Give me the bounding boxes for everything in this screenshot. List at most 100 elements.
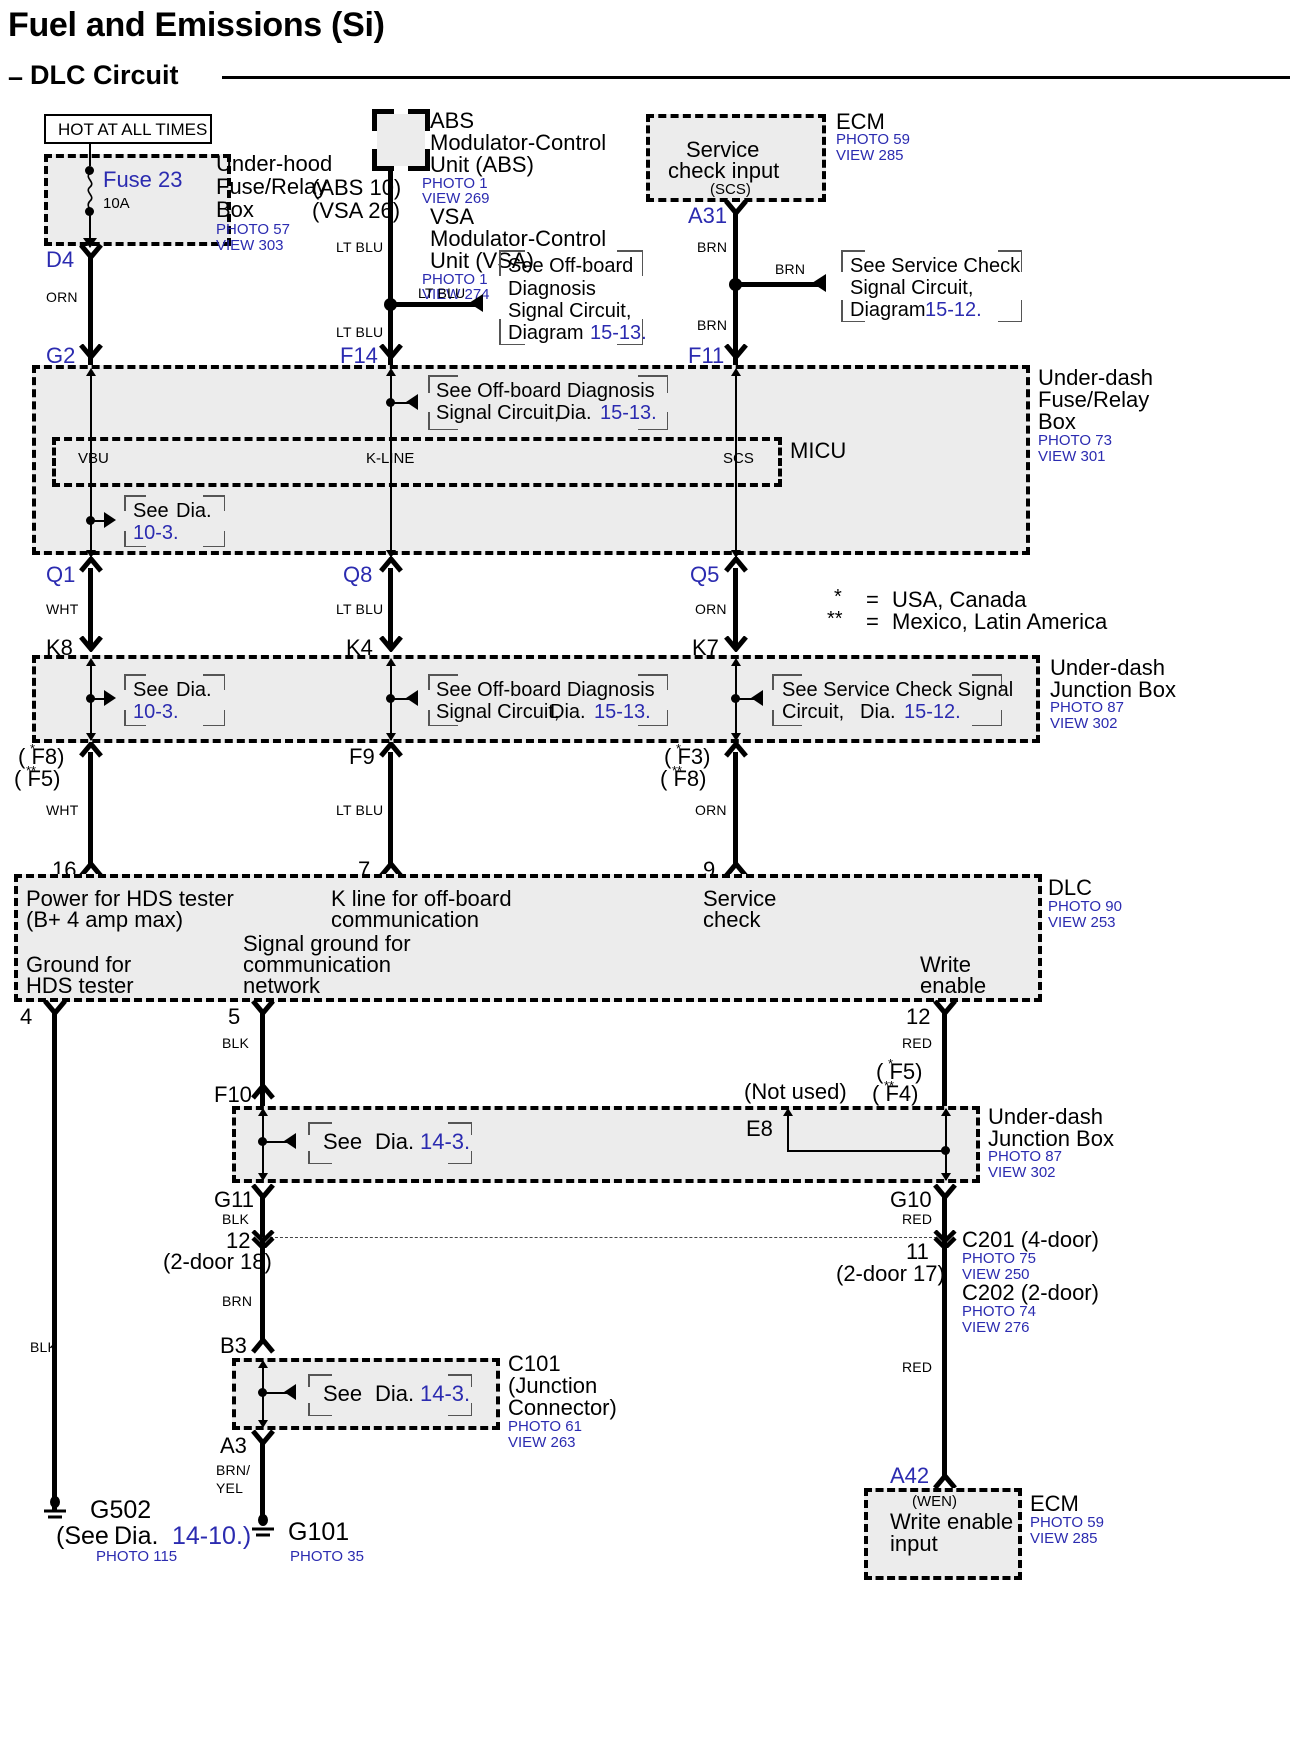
abs-view: VIEW 269 — [422, 190, 490, 207]
ref-dia14-3-c101-num: 14-3. — [420, 1381, 471, 1406]
connector-q1 — [78, 557, 104, 573]
jb2-e8-label: E8 — [746, 1116, 773, 1141]
terminal-g10: G10 — [890, 1187, 932, 1212]
c101-l2: (Junction — [508, 1373, 598, 1398]
vsa-pin-label: (VSA 26) — [312, 198, 401, 223]
jb2-arrow-dn-red — [941, 1173, 951, 1181]
c201-name: C201 (4-door) — [962, 1227, 1099, 1252]
frb-arrow-up-scs — [731, 368, 741, 376]
ref-dia14-3-jb-see: See — [323, 1129, 363, 1154]
ref-offboard-micu-diagram-num: 15-13. — [600, 402, 657, 424]
jb1-arrow-dn-orn — [731, 733, 741, 741]
ecm-wen-abbrev: (WEN) — [912, 1493, 957, 1510]
under-dash-fuse-relay-box — [32, 365, 1030, 555]
c101-junction-connector-box — [232, 1358, 500, 1430]
terminal-dlc-5: 5 — [228, 1004, 241, 1029]
terminal-f8-mex: ( F8) — [660, 766, 707, 791]
wire-color-ltblu-1: LT BLU — [336, 239, 384, 255]
dlc-pin9-desc-1: Service — [703, 886, 777, 911]
wire-f8-dlc16 — [88, 752, 93, 868]
ref-offboard-top-l2: Diagnosis — [508, 278, 596, 300]
jb1-splice-dot-orn — [731, 694, 740, 703]
vsa-label-2: Modulator-Control — [430, 226, 607, 251]
wire-color-wht-2: WHT — [46, 802, 79, 818]
frb-splice-dot-vbu — [86, 516, 95, 525]
wire-color-ltblu-2: LT BLU — [418, 285, 466, 301]
wire-color-ltblu-5: LT BLU — [336, 802, 384, 818]
c202-photo: PHOTO 74 — [962, 1303, 1036, 1320]
micu-box — [52, 437, 782, 487]
dlc-pin4-desc-1: Ground for — [26, 952, 132, 977]
connector-b3 — [250, 1338, 276, 1354]
vsa-photo: PHOTO 1 — [422, 271, 488, 288]
under-dash-jb1-photo: PHOTO 87 — [1050, 699, 1124, 716]
wire-d4-g2 — [88, 255, 93, 365]
ecm-service-check-box — [646, 114, 826, 202]
under-dash-jb2-photo: PHOTO 87 — [988, 1148, 1062, 1165]
wire-f9-dlc7 — [388, 752, 393, 868]
terminal-a3: A3 — [220, 1433, 247, 1458]
wire-color-red-1: RED — [902, 1035, 933, 1051]
under-dash-jb2-l2: Junction Box — [988, 1126, 1114, 1151]
terminal-f8-usa: ( F8) — [18, 744, 65, 769]
abs-pin-label: (ABS 10) — [312, 175, 402, 200]
terminal-f3-usa: ( F3) — [664, 744, 711, 769]
jb2-not-used: (Not used) — [744, 1079, 847, 1104]
ecm-bottom-name: ECM — [1030, 1491, 1079, 1516]
dlc-photo: PHOTO 90 — [1048, 898, 1122, 915]
under-hood-fuse-relay-box — [44, 154, 231, 246]
under-dash-jb2-l1: Under-dash — [988, 1104, 1103, 1129]
ref-dia14-3-jb-num: 14-3. — [420, 1129, 471, 1154]
ecm-service-check-l3: (SCS) — [710, 181, 751, 198]
terminal-q8: Q8 — [343, 562, 373, 587]
ground-g502-dia-c: 14-10.) — [172, 1522, 252, 1550]
under-dash-frb-view: VIEW 301 — [1038, 448, 1106, 465]
c101-photo: PHOTO 61 — [508, 1418, 582, 1435]
c101-l3: Connector) — [508, 1395, 617, 1420]
abs-label-3: Unit (ABS) — [430, 152, 534, 177]
frb-internal-wire-vbu — [90, 372, 92, 558]
jb1-arrow-up-wht — [86, 658, 96, 666]
ground-symbol-g502 — [44, 1496, 66, 1519]
frb-arrow-kline-ref — [406, 394, 418, 410]
ref-service-check-top-l3: Diagram — [850, 299, 926, 321]
ecm-write-enable-box — [864, 1488, 1022, 1580]
ref-offboard-top-diagram-num: 15-13. — [590, 322, 647, 344]
connector-dlc-16 — [78, 862, 104, 878]
jb2-splice-dot-blk — [258, 1137, 267, 1146]
terminal-b3: B3 — [220, 1333, 247, 1358]
frb-arrow-dn-scs — [731, 550, 741, 558]
c101-arrow-ref — [284, 1384, 296, 1400]
connector-f3-f8 — [723, 742, 749, 758]
ecm-service-check-l1: Service — [686, 137, 760, 162]
jb1-arrow-up-ltblu — [386, 658, 396, 666]
terminal-f4-mex-wen: ( F4) — [872, 1081, 919, 1106]
jb1-arrow-ltblu-ref — [406, 690, 418, 706]
under-dash-frb-photo: PHOTO 73 — [1038, 432, 1112, 449]
vsa-label-1: VSA — [430, 204, 475, 229]
ecm-bottom-photo: PHOTO 59 — [1030, 1514, 1104, 1531]
ref-offboard-micu-l2b: Dia. — [556, 402, 592, 424]
wire-color-brn-yel: BRN/ YEL — [216, 1462, 251, 1496]
ecm-bottom-view: VIEW 285 — [1030, 1530, 1098, 1547]
jb2-splice-dot-red — [941, 1146, 950, 1155]
ref-offboard-top-l3: Signal Circuit, — [508, 300, 632, 322]
jb1-arrow-dn-ltblu — [386, 733, 396, 741]
ref-dia10-3-micu-box — [124, 495, 225, 547]
terminal-q1: Q1 — [46, 562, 76, 587]
fuse-rating: 10A — [103, 195, 130, 212]
fuse-top-dot — [85, 166, 94, 175]
connector-c201-12 — [250, 1230, 276, 1248]
jb2-arrow-up-red — [941, 1108, 951, 1116]
dlc-box — [14, 874, 1042, 1002]
terminal-f4-mex-star: ** — [884, 1078, 895, 1093]
c202-view: VIEW 276 — [962, 1319, 1030, 1336]
splice-dot-brn — [729, 278, 742, 291]
ref-dia10-3-micu-dia: Dia. — [176, 500, 212, 522]
splice-dot-ltblu — [384, 298, 397, 311]
connector-k4 — [378, 636, 404, 652]
connector-f9 — [378, 742, 404, 758]
ref-offboard-jb-num: 15-13. — [594, 701, 651, 723]
hot-at-all-times-label: HOT AT ALL TIMES — [58, 120, 208, 139]
fuse-arrow-down — [83, 238, 97, 248]
